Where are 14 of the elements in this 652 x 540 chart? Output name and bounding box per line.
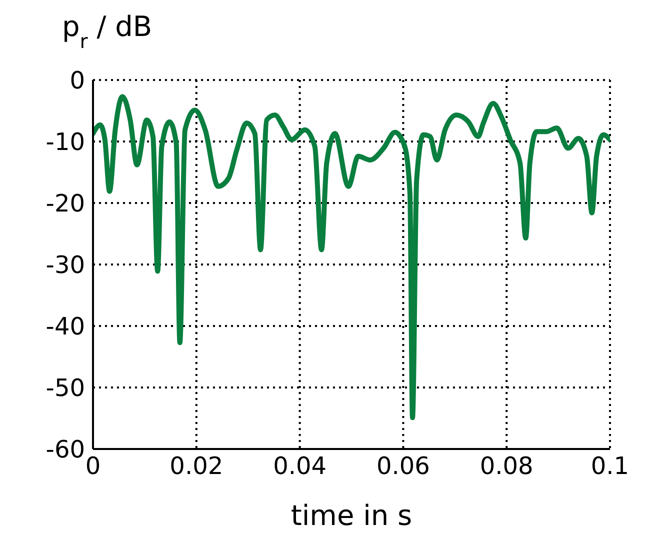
y-tick-label: -20	[46, 190, 85, 218]
y-tick-label: -10	[46, 128, 85, 156]
x-tick-label: 0.02	[170, 452, 224, 480]
y-tick-label: -40	[46, 312, 85, 341]
x-tick-label: 0.08	[480, 452, 534, 480]
x-axis-title: time in s	[290, 499, 412, 532]
y-tick-label: -60	[46, 436, 85, 464]
y-axis-title: p$_{r}$ / dB	[62, 10, 152, 52]
x-tick-label: 0.06	[376, 452, 430, 480]
y-tick-label: -50	[46, 374, 85, 402]
x-tick-label: 0.04	[273, 452, 327, 480]
y-tick-label: -30	[46, 251, 85, 280]
x-tick-label: 0.1	[590, 452, 630, 480]
y-tick-label: 0	[70, 66, 85, 95]
